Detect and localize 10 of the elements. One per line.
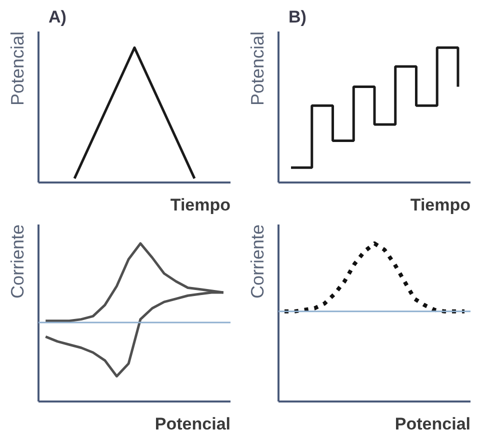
chart-title: B)	[288, 8, 306, 26]
x-axis-title: Tiempo	[170, 196, 230, 214]
y-axis-title: Potencial	[8, 31, 28, 106]
chart-title: A)	[48, 8, 66, 26]
x-axis-title: Potencial	[394, 414, 471, 434]
y-axis-title: Corriente	[8, 224, 28, 299]
y-axis-title: Potencial	[248, 31, 268, 106]
x-axis-title: Tiempo	[410, 196, 470, 214]
x-axis-title: Potencial	[154, 414, 231, 434]
y-axis-title: Corriente	[248, 224, 268, 299]
